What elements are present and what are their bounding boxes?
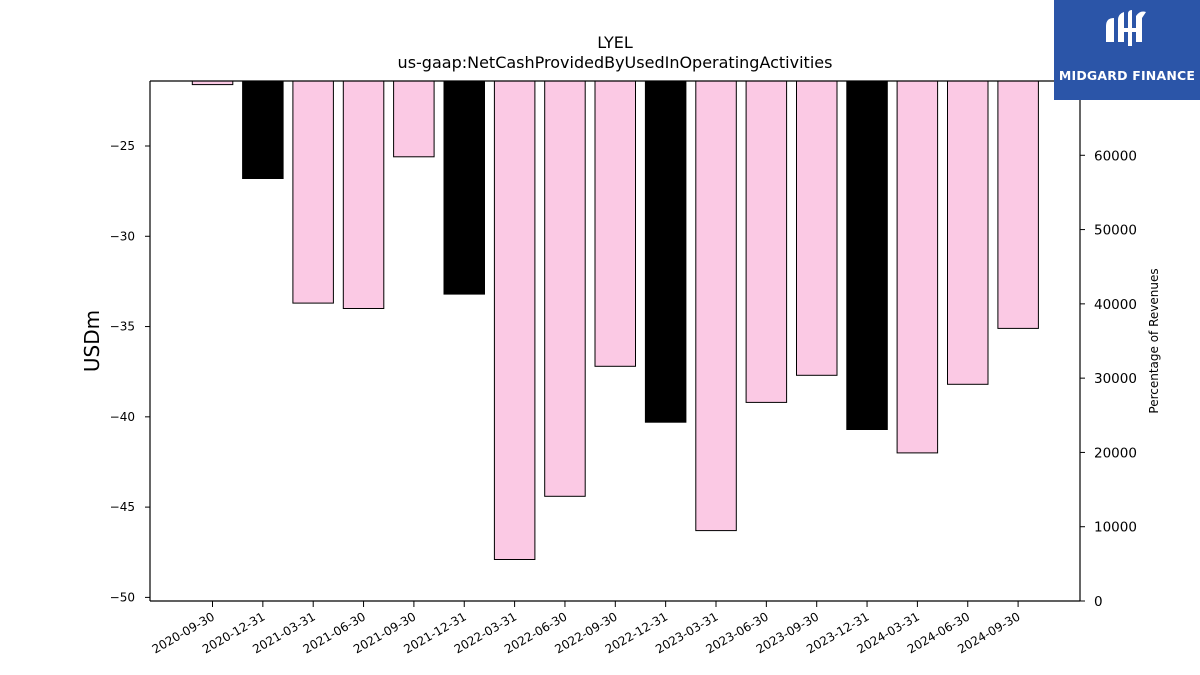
y-tick-label: −30: [110, 229, 135, 243]
bar-2021-03-31: [292, 80, 334, 304]
y-tick-label: −25: [110, 139, 135, 153]
y2-tick-label: 20000: [1094, 445, 1137, 461]
y2-tick-label: 30000: [1094, 371, 1137, 387]
brand-logo: MIDGARD FINANCE: [1054, 0, 1200, 100]
y2-tick-label: 40000: [1094, 297, 1137, 313]
bars-group: [191, 80, 1039, 560]
logo-mark-icon: [1106, 10, 1146, 46]
bar-2022-12-31: [644, 80, 687, 423]
y2-tick-label: 50000: [1094, 223, 1137, 239]
y2-axis-label: Percentage of Revenues: [1147, 268, 1161, 413]
y2-tick-label: 60000: [1094, 148, 1137, 164]
bar-2022-03-31: [493, 80, 536, 560]
bar-2020-12-31: [242, 80, 284, 179]
bar-2023-03-31: [695, 80, 737, 532]
bar-2023-12-31: [846, 80, 888, 430]
chart-subtitle: us-gaap:NetCashProvidedByUsedInOperating…: [398, 53, 833, 72]
bar-2023-06-30: [745, 80, 788, 403]
y-tick-label: −35: [110, 320, 135, 334]
y2-tick-label: 10000: [1094, 520, 1137, 536]
bar-2024-06-30: [947, 80, 989, 385]
bar-2022-06-30: [544, 80, 586, 497]
y-tick-label: −40: [110, 410, 135, 424]
chart-title: LYEL: [597, 33, 633, 52]
y2-tick-label: 0: [1094, 594, 1103, 610]
y-axis-label: USDm: [80, 310, 104, 372]
bar-2023-09-30: [796, 80, 838, 376]
logo-text: MIDGARD FINANCE: [1058, 68, 1196, 83]
bar-2021-09-30: [393, 80, 435, 158]
bar-2024-03-31: [896, 80, 939, 454]
bar-2021-12-31: [443, 80, 485, 295]
bar-2024-09-30: [997, 80, 1039, 329]
y-tick-label: −50: [110, 590, 135, 604]
bar-2021-06-30: [342, 80, 385, 309]
bar-2022-09-30: [594, 80, 636, 367]
y-tick-label: −45: [110, 500, 135, 514]
